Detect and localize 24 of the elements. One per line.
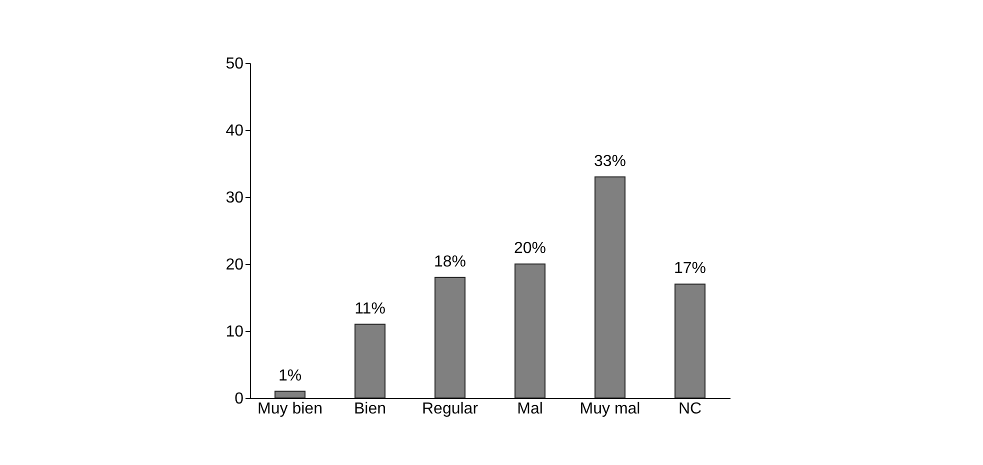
x-tick-label: Mal — [517, 400, 543, 418]
x-tick-label: NC — [678, 400, 702, 418]
bar — [274, 390, 306, 398]
data-label: 17% — [674, 260, 706, 278]
y-tick-label: 20 — [226, 256, 244, 274]
data-label: 33% — [594, 152, 626, 170]
y-tick-label: 50 — [226, 56, 244, 72]
data-label: 20% — [514, 240, 546, 257]
y-tick-label: 0 — [234, 390, 244, 408]
x-tick-label: Bien — [354, 400, 386, 418]
bar — [354, 324, 386, 398]
bar — [674, 284, 706, 398]
bar — [514, 264, 546, 398]
bar — [594, 176, 626, 398]
y-tick-label: 30 — [226, 190, 244, 206]
data-label: 1% — [278, 367, 302, 384]
data-label: 11% — [354, 300, 386, 318]
y-tick-label: 40 — [226, 122, 244, 140]
x-tick-label: Muy bien — [258, 400, 322, 418]
bar — [434, 276, 466, 398]
x-tick-label: Regular — [422, 400, 479, 418]
data-label: 18% — [434, 253, 466, 270]
x-tick-label: Muy mal — [580, 400, 640, 418]
y-tick-label: 10 — [226, 324, 244, 340]
